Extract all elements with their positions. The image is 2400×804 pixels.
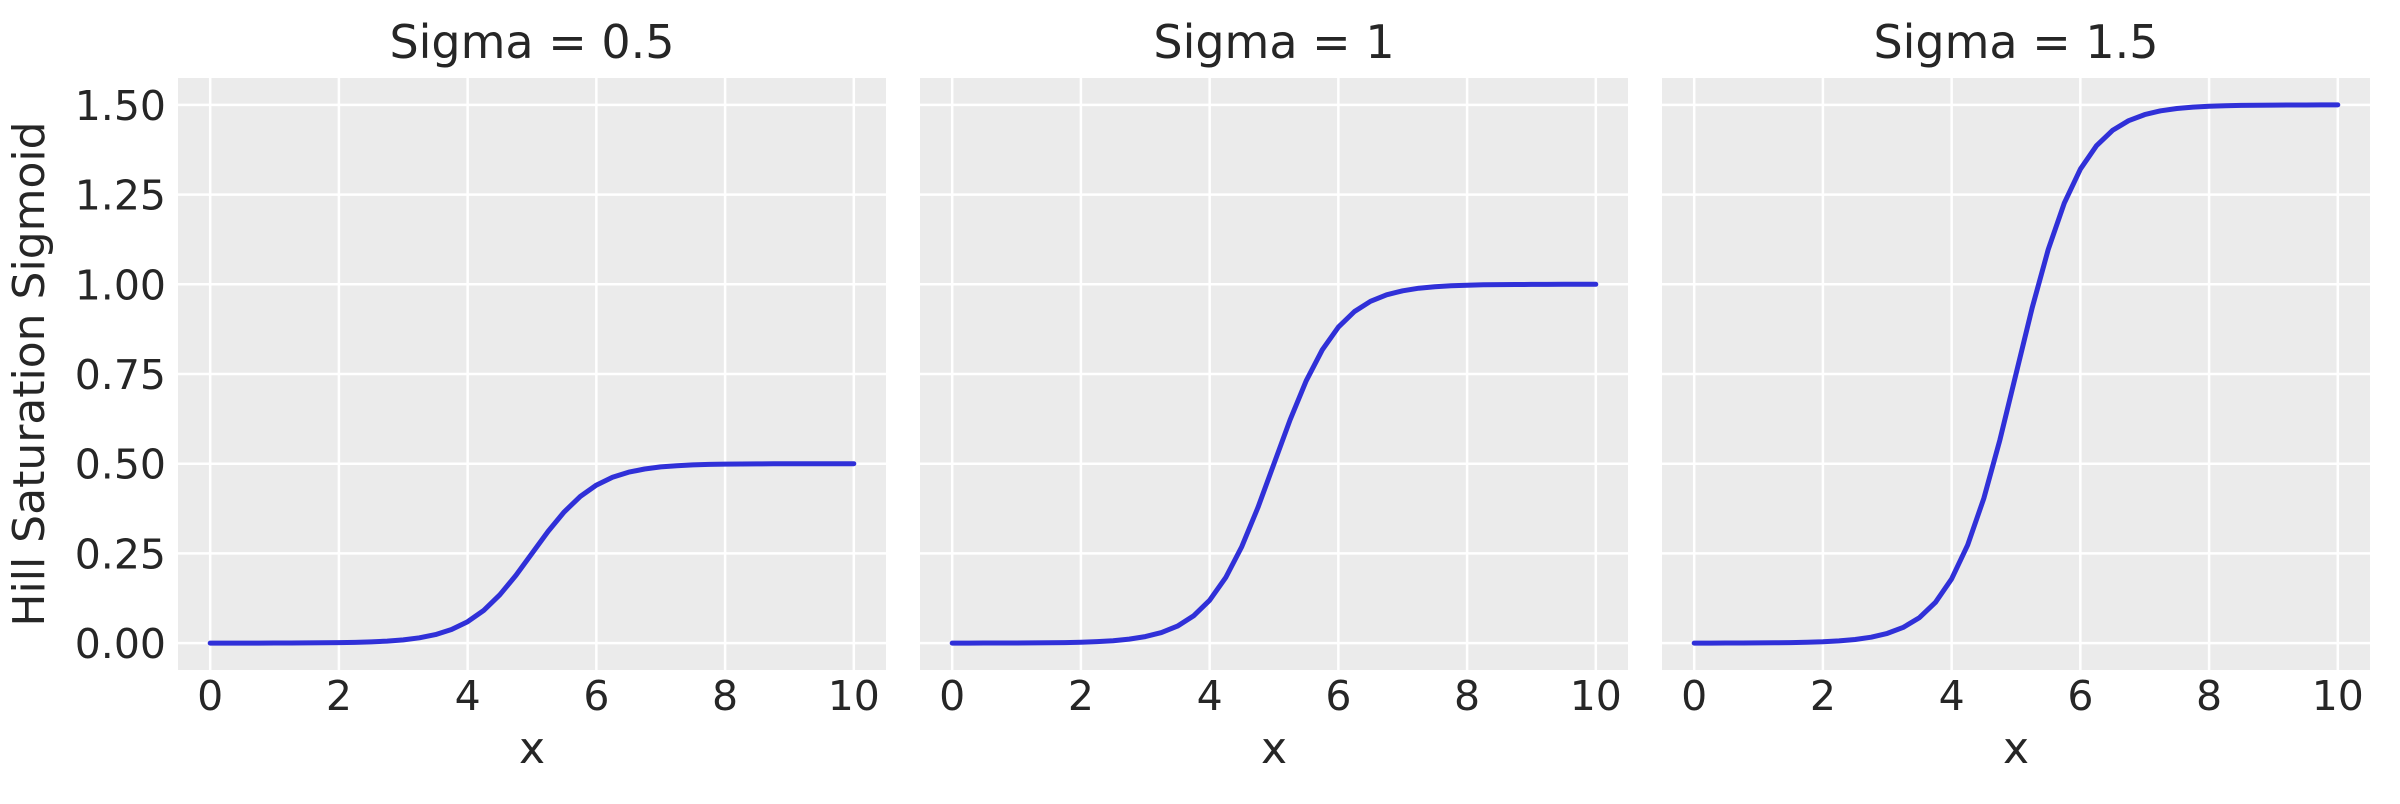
x-tick-label: 6	[2067, 672, 2093, 720]
y-tick-label: 1.25	[75, 172, 166, 220]
x-tick-label: 2	[326, 672, 352, 720]
x-tick-label: 0	[939, 672, 965, 720]
x-tick-label: 0	[197, 672, 223, 720]
x-tick-label: 2	[1068, 672, 1094, 720]
subplot-title: Sigma = 1.5	[1873, 15, 2158, 69]
x-tick-label: 6	[583, 672, 609, 720]
sigmoid-curve	[949, 281, 1599, 646]
x-tick-label: 2	[1810, 672, 1836, 720]
sigmoid-curve	[207, 461, 857, 646]
x-tick-label: 10	[2312, 672, 2364, 720]
x-tick-label: 8	[1454, 672, 1480, 720]
y-tick-label: 0.50	[75, 441, 166, 489]
x-tick-label: 10	[1570, 672, 1622, 720]
sigmoid-curve	[1691, 102, 2341, 646]
subplot-2: Sigma = 1.5 0 2 4 6 8 10 x	[1662, 15, 2370, 774]
x-axis-label: x	[519, 723, 545, 774]
x-tick-label: 8	[2196, 672, 2222, 720]
subplot-0: Sigma = 0.5 0 2 4 6 8 10 0.00 0.25 0.50 0.75 1.00 1.…	[75, 15, 886, 774]
x-tick-label: 4	[455, 672, 481, 720]
subplot-1: Sigma = 1 0 2 4 6 8 10 x	[920, 15, 1628, 774]
x-axis-label: x	[2003, 723, 2029, 774]
y-tick-label: 0.25	[75, 530, 166, 578]
x-tick-label: 6	[1325, 672, 1351, 720]
x-tick-label: 8	[712, 672, 738, 720]
y-tick-label: 1.00	[75, 261, 166, 309]
x-tick-label: 0	[1681, 672, 1707, 720]
subplot-title: Sigma = 1	[1153, 15, 1394, 69]
x-axis-label: x	[1261, 723, 1287, 774]
x-tick-label: 10	[828, 672, 880, 720]
y-tick-label: 1.50	[75, 82, 166, 130]
subplot-title: Sigma = 0.5	[389, 15, 674, 69]
y-axis-label: Hill Saturation Sigmoid	[4, 121, 55, 626]
x-tick-label: 4	[1939, 672, 1965, 720]
y-tick-label: 0.00	[75, 620, 166, 668]
x-tick-label: 4	[1197, 672, 1223, 720]
y-tick-label: 0.75	[75, 351, 166, 399]
